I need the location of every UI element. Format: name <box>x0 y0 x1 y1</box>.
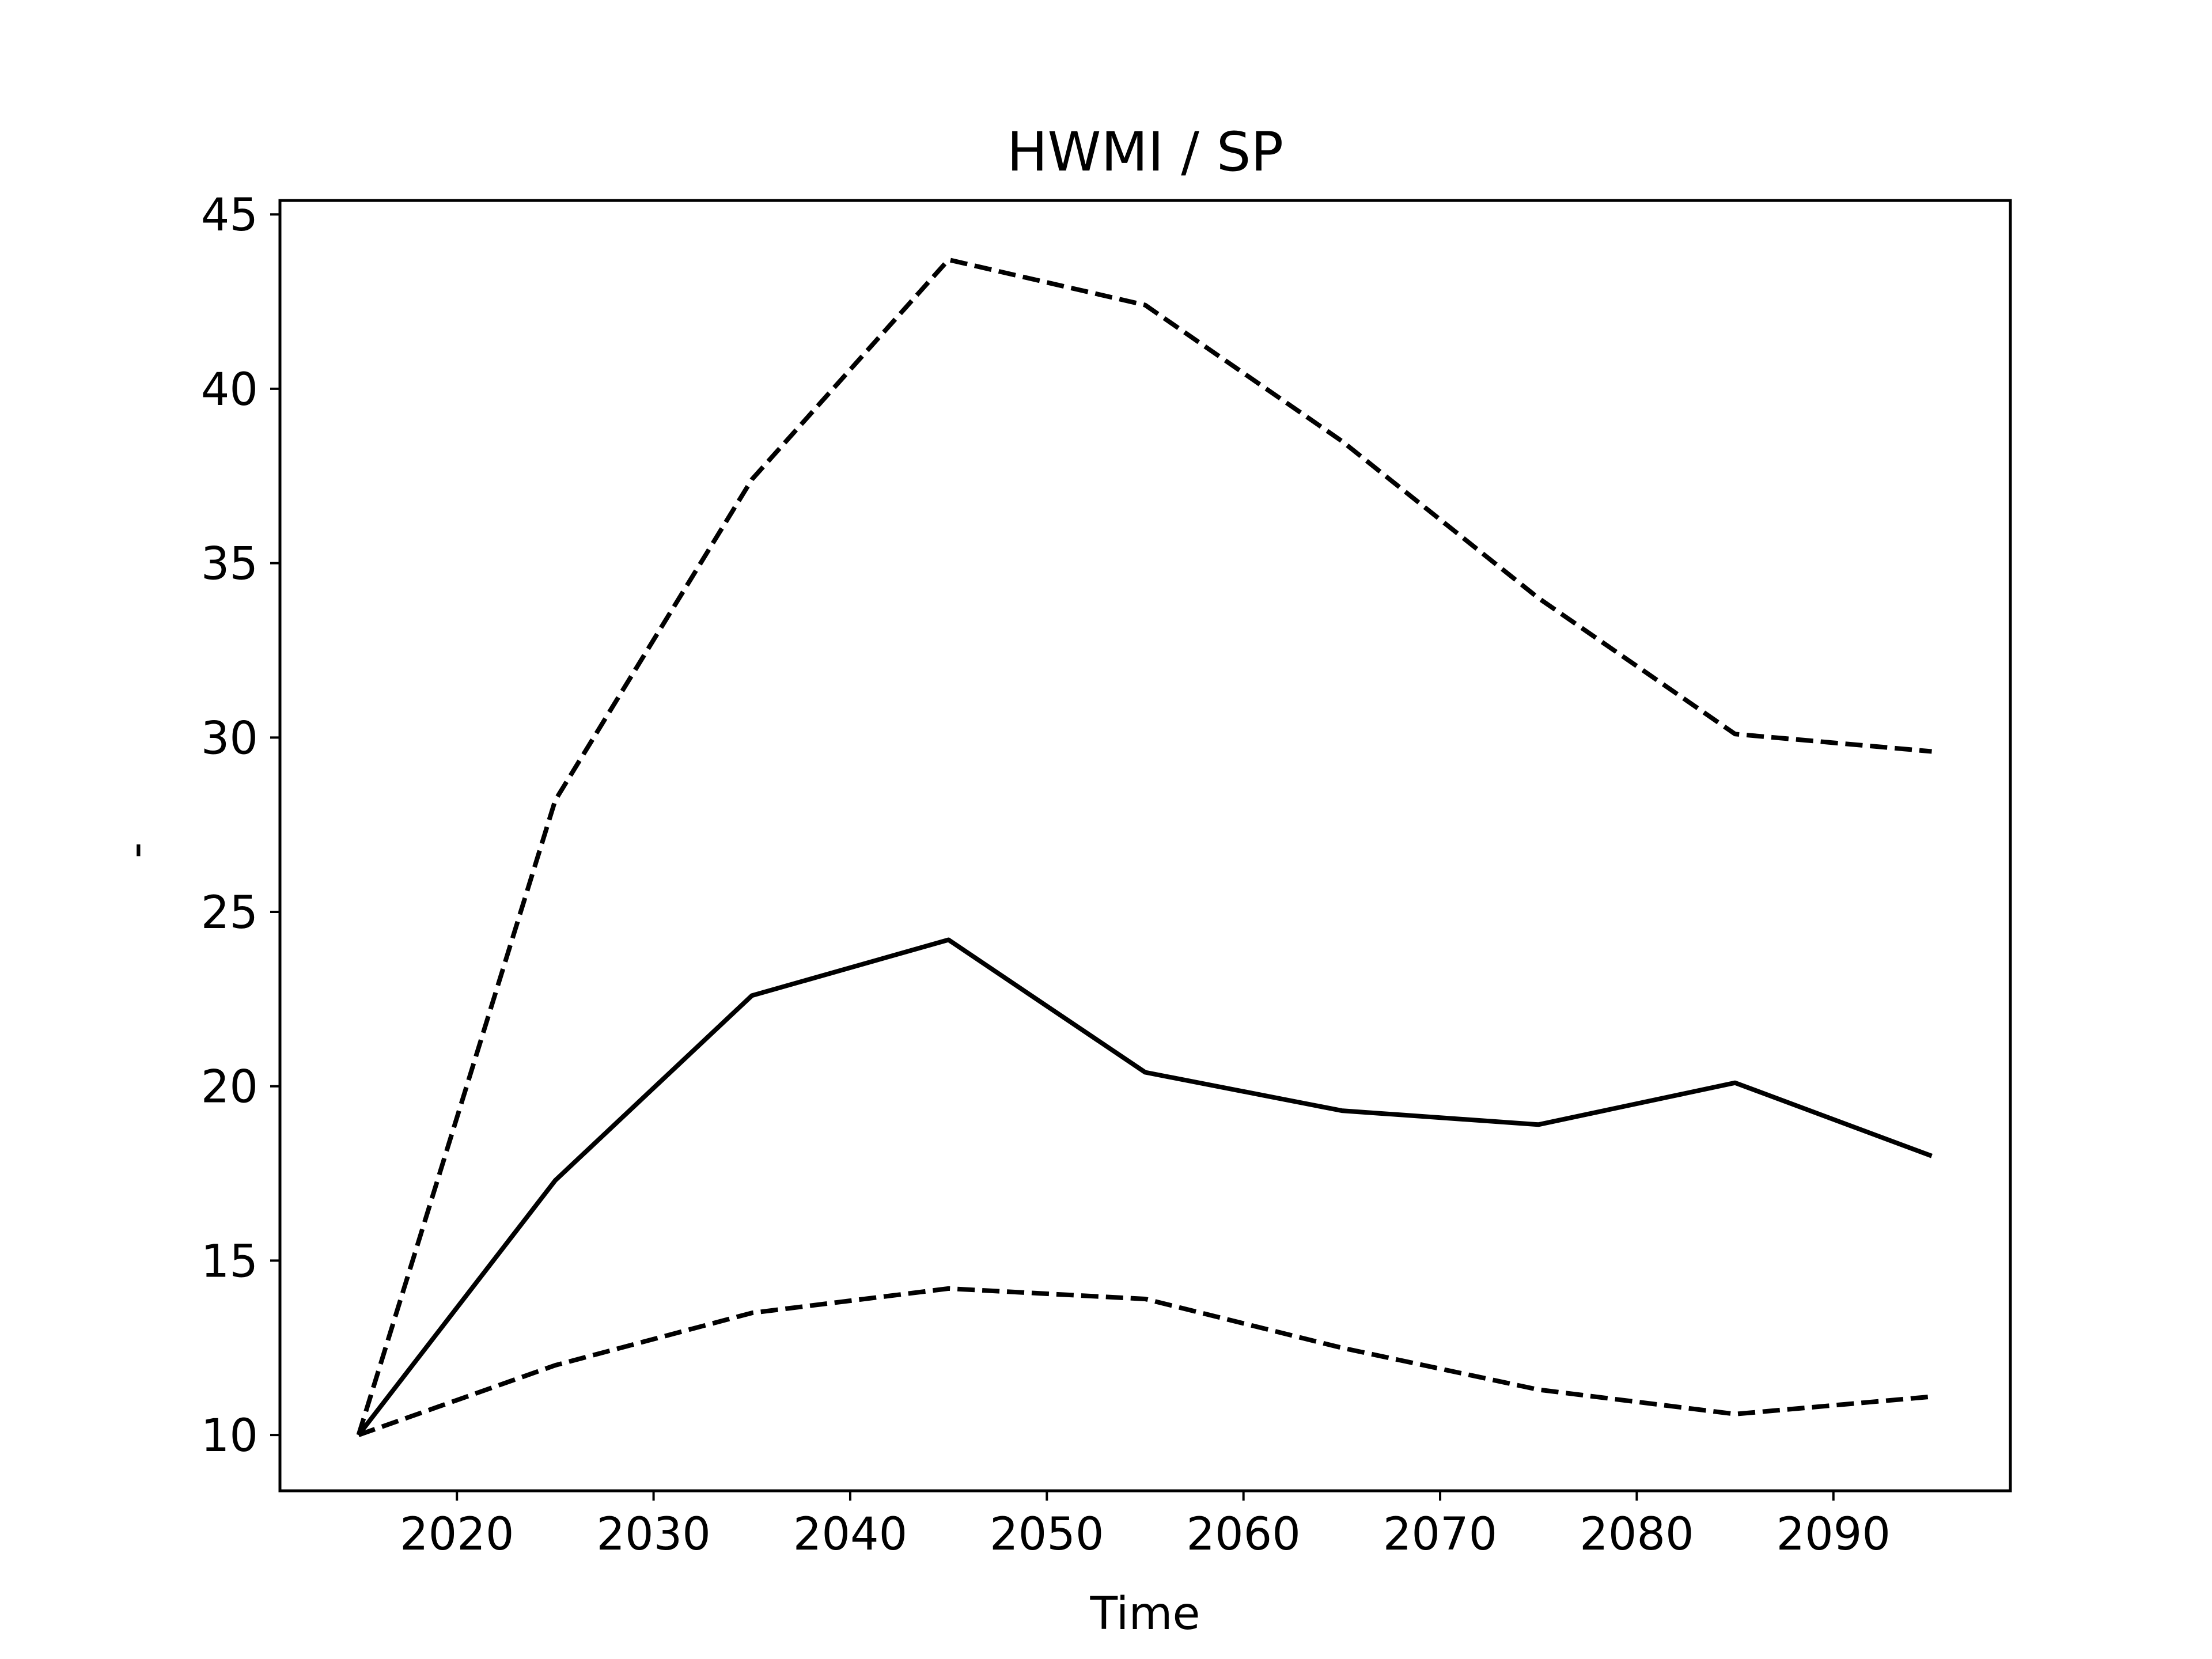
y-tick-label: 45 <box>201 190 258 241</box>
y-tick-label: 30 <box>201 713 258 764</box>
x-tick-label: 2050 <box>990 1509 1104 1560</box>
y-tick-label: 10 <box>201 1410 258 1462</box>
x-axis: 2020 2030 2040 2050 2060 2070 2080 2090 <box>400 1491 1891 1560</box>
chart-title: HWMI / SP <box>1007 121 1283 184</box>
x-tick-label: 2070 <box>1383 1509 1498 1560</box>
x-tick-label: 2060 <box>1186 1509 1301 1560</box>
y-tick-label: 40 <box>201 364 258 416</box>
series-line-3 <box>358 1286 1932 1437</box>
y-axis: 10 15 20 25 30 35 40 45 <box>201 190 280 1462</box>
y-tick-label: 25 <box>201 887 258 939</box>
x-tick-label: 2040 <box>793 1509 908 1560</box>
y-tick-label: 15 <box>201 1236 258 1287</box>
series-line-2 <box>356 257 1932 1436</box>
x-tick-label: 2030 <box>596 1509 711 1560</box>
x-tick-label: 2080 <box>1580 1509 1694 1560</box>
x-axis-label: Time <box>1090 1588 1200 1640</box>
series-line-1 <box>357 937 1933 1437</box>
y-axis-label: - <box>110 842 162 858</box>
x-tick-label: 2020 <box>400 1509 514 1560</box>
x-tick-label: 2090 <box>1777 1509 1891 1560</box>
y-tick-label: 35 <box>201 539 258 590</box>
plot-frame <box>278 199 2012 1493</box>
plot-marks <box>356 257 1933 1437</box>
y-tick-label: 20 <box>201 1062 258 1113</box>
